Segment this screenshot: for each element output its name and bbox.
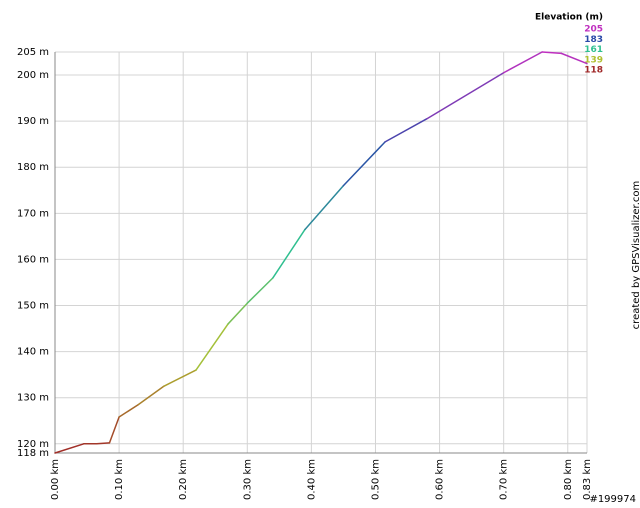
- y-tick-label: 140 m: [17, 347, 49, 358]
- x-tick-label: 0.20 km: [178, 459, 189, 500]
- elevation-line: [560, 52, 588, 65]
- y-tick-label: 170 m: [17, 208, 49, 219]
- legend-title: Elevation (m): [535, 13, 603, 23]
- y-tick-label: 205 m: [17, 47, 49, 58]
- x-tick-label: 0.80 km: [563, 459, 574, 500]
- elevation-line: [195, 323, 229, 371]
- credit: created by GPSVisualizer.com: [631, 181, 640, 330]
- x-tick-label: 0.60 km: [435, 459, 446, 500]
- elevation-line: [163, 369, 197, 387]
- y-tick-label: 160 m: [17, 254, 49, 265]
- legend-value: 139: [584, 55, 603, 65]
- y-tick-label: 150 m: [17, 301, 49, 312]
- y-tick-label: 118 m: [17, 448, 49, 459]
- elevation-line: [384, 118, 428, 143]
- legend-value: 161: [584, 45, 603, 55]
- legend-value: 183: [584, 35, 603, 45]
- y-tick-label: 200 m: [17, 70, 49, 81]
- elevation-line: [304, 184, 345, 231]
- elevation-line: [137, 385, 165, 406]
- x-tick-label: 0.83 km: [582, 459, 593, 500]
- elevation-line: [54, 443, 85, 454]
- legend-value: 118: [584, 66, 603, 76]
- x-tick-label: 0.40 km: [306, 459, 317, 500]
- elevation-line: [227, 302, 249, 325]
- legend-value: 205: [584, 25, 603, 35]
- x-tick-label: 0.70 km: [499, 459, 510, 500]
- x-tick-label: 0.10 km: [114, 459, 125, 500]
- elevation-line: [502, 51, 543, 74]
- y-tick-label: 180 m: [17, 162, 49, 173]
- elevation-line: [118, 403, 140, 418]
- y-tick-label: 130 m: [17, 393, 49, 404]
- x-tick-label: 0.00 km: [50, 459, 61, 500]
- elevation-line: [246, 277, 274, 304]
- elevation-line: [95, 442, 111, 445]
- x-tick-label: 0.30 km: [242, 459, 253, 500]
- x-tick-label: 0.50 km: [370, 459, 381, 500]
- elevation-line: [426, 71, 505, 120]
- y-tick-label: 120 m: [17, 439, 49, 450]
- elevation-line: [108, 416, 120, 444]
- id-label: #199974: [589, 494, 636, 505]
- y-tick-label: 190 m: [17, 116, 49, 127]
- elevation-line: [541, 51, 563, 55]
- elevation-line: [272, 228, 306, 279]
- elevation-line: [342, 141, 386, 187]
